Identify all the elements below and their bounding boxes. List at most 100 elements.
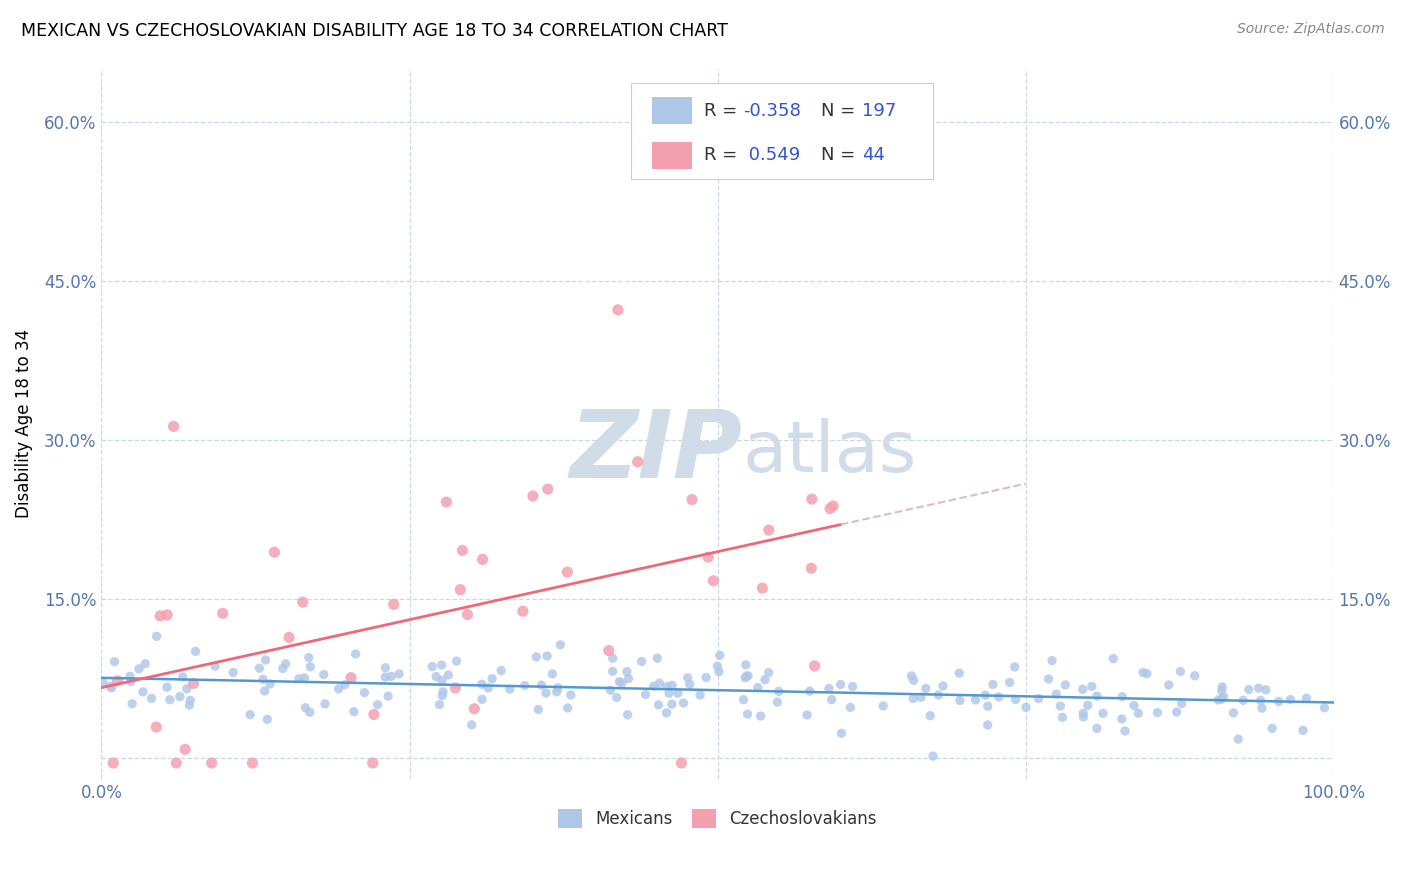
Point xyxy=(1054,678,1077,692)
Point xyxy=(1212,690,1234,704)
Point xyxy=(1211,680,1233,694)
Point xyxy=(420,659,443,673)
Point xyxy=(977,699,1000,714)
Point xyxy=(432,685,454,699)
Point xyxy=(183,676,205,690)
Legend: Mexicans, Czechoslovakians: Mexicans, Czechoslovakians xyxy=(551,802,883,835)
Point xyxy=(1004,660,1026,674)
Point xyxy=(818,681,841,696)
Text: MEXICAN VS CZECHOSLOVAKIAN DISABILITY AGE 18 TO 34 CORRELATION CHART: MEXICAN VS CZECHOSLOVAKIAN DISABILITY AG… xyxy=(21,22,728,40)
Point xyxy=(747,681,769,695)
Point xyxy=(169,690,191,704)
Point xyxy=(353,685,375,699)
Point xyxy=(271,661,294,675)
Point xyxy=(1028,691,1050,706)
Point xyxy=(751,581,773,595)
Point xyxy=(291,595,314,609)
Point xyxy=(460,718,482,732)
Point xyxy=(363,707,385,722)
Point xyxy=(606,690,628,705)
Point xyxy=(818,501,841,516)
Point xyxy=(1227,732,1250,747)
Point xyxy=(616,665,638,679)
Point xyxy=(374,670,396,684)
Point xyxy=(522,489,544,503)
Point xyxy=(830,726,852,740)
FancyBboxPatch shape xyxy=(652,142,692,169)
Point xyxy=(1136,666,1159,681)
Point xyxy=(1081,679,1104,693)
Point xyxy=(645,651,668,665)
Point xyxy=(141,691,163,706)
Point xyxy=(1261,722,1284,736)
Point xyxy=(481,672,503,686)
Point xyxy=(679,677,702,691)
Point xyxy=(681,492,703,507)
Point xyxy=(976,718,998,732)
Point xyxy=(541,666,564,681)
Point xyxy=(839,700,862,714)
Point xyxy=(367,698,389,712)
Point xyxy=(526,649,548,664)
Point xyxy=(922,749,945,764)
Point xyxy=(616,707,638,722)
Point xyxy=(932,679,955,693)
Point xyxy=(156,680,179,694)
Point xyxy=(830,677,852,691)
Point xyxy=(259,677,281,691)
Point xyxy=(1313,700,1336,714)
Text: -0.358: -0.358 xyxy=(744,102,801,120)
Point xyxy=(965,693,987,707)
Point xyxy=(343,705,366,719)
Point xyxy=(627,455,650,469)
Point xyxy=(1049,699,1071,714)
Point xyxy=(172,670,194,684)
Point xyxy=(1071,682,1094,697)
Point xyxy=(463,702,485,716)
Point xyxy=(340,671,363,685)
Point xyxy=(489,664,512,678)
Point xyxy=(263,545,285,559)
Point xyxy=(706,659,728,673)
Point xyxy=(550,638,572,652)
Point xyxy=(333,678,356,692)
Text: N =: N = xyxy=(821,102,860,120)
Point xyxy=(176,681,198,696)
Point xyxy=(1128,706,1150,721)
Point xyxy=(1157,678,1180,692)
Point xyxy=(658,686,681,700)
Point xyxy=(800,561,823,575)
Point xyxy=(610,676,633,690)
Point xyxy=(599,683,621,698)
Point xyxy=(471,692,494,706)
Point xyxy=(602,651,624,665)
Point xyxy=(1077,698,1099,713)
Point xyxy=(1122,698,1144,713)
Point xyxy=(449,582,471,597)
Point xyxy=(149,608,172,623)
Point xyxy=(914,681,936,696)
Point xyxy=(1085,689,1108,703)
Point xyxy=(657,680,679,694)
Point xyxy=(607,674,630,689)
Point xyxy=(981,677,1004,691)
Point xyxy=(643,679,665,693)
Point xyxy=(361,756,384,770)
Point xyxy=(201,756,224,770)
Point xyxy=(872,699,894,714)
Point xyxy=(432,689,454,703)
Text: atlas: atlas xyxy=(742,417,917,487)
Point xyxy=(1052,710,1074,724)
Point xyxy=(184,644,207,658)
Point xyxy=(211,607,233,621)
Point xyxy=(118,669,141,683)
Point xyxy=(98,679,121,693)
Point xyxy=(1295,691,1317,706)
Point xyxy=(1015,700,1038,714)
Point xyxy=(513,679,536,693)
Point xyxy=(314,697,336,711)
Point xyxy=(598,643,620,657)
Point xyxy=(456,607,478,622)
Point xyxy=(557,565,579,579)
Point xyxy=(900,669,922,683)
